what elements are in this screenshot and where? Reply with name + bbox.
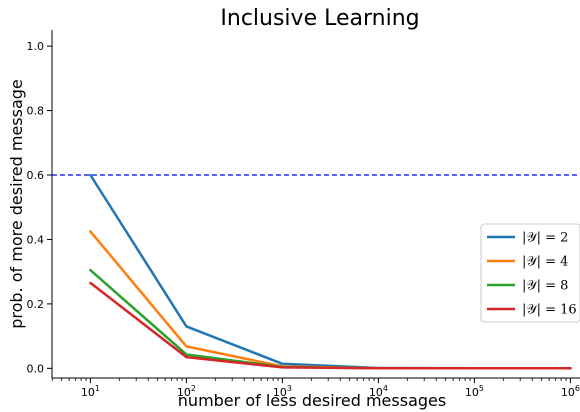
y-tick-label: 0.6: [27, 169, 45, 182]
legend-label: |𝒴| = 2: [522, 231, 568, 246]
legend: |𝒴| = 2 |𝒴| = 4 |𝒴| = 8 |𝒴| = 16: [480, 223, 580, 323]
x-tick-label: 105: [465, 384, 484, 399]
chart-title: Inclusive Learning: [220, 6, 419, 31]
legend-label: |𝒴| = 8: [522, 279, 568, 294]
x-tick-label: 104: [369, 384, 388, 399]
plot-area: 0.0 0.2 0.4 0.6 0.8 1.0 101 102 103 104 105 106: [27, 30, 580, 399]
series-line-4: [89, 281, 572, 370]
y-tick-label: 0.0: [27, 362, 45, 375]
x-tick-label: 102: [177, 384, 196, 399]
legend-box: [480, 223, 580, 323]
y-tick-label: 0.4: [27, 233, 45, 246]
y-tick-label: 0.2: [27, 298, 45, 311]
y-axis-label: prob. of more desired message: [7, 79, 26, 329]
x-axis-label: number of less desired messages: [178, 391, 446, 410]
x-tick-label: 101: [81, 384, 100, 399]
legend-label: |𝒴| = 4: [522, 255, 568, 270]
legend-label: |𝒴| = 16: [522, 303, 577, 318]
x-tick-label: 103: [273, 384, 292, 399]
y-tick-label: 1.0: [27, 40, 45, 53]
x-tick-label: 106: [561, 384, 580, 399]
y-tick-label: 0.8: [27, 105, 45, 118]
